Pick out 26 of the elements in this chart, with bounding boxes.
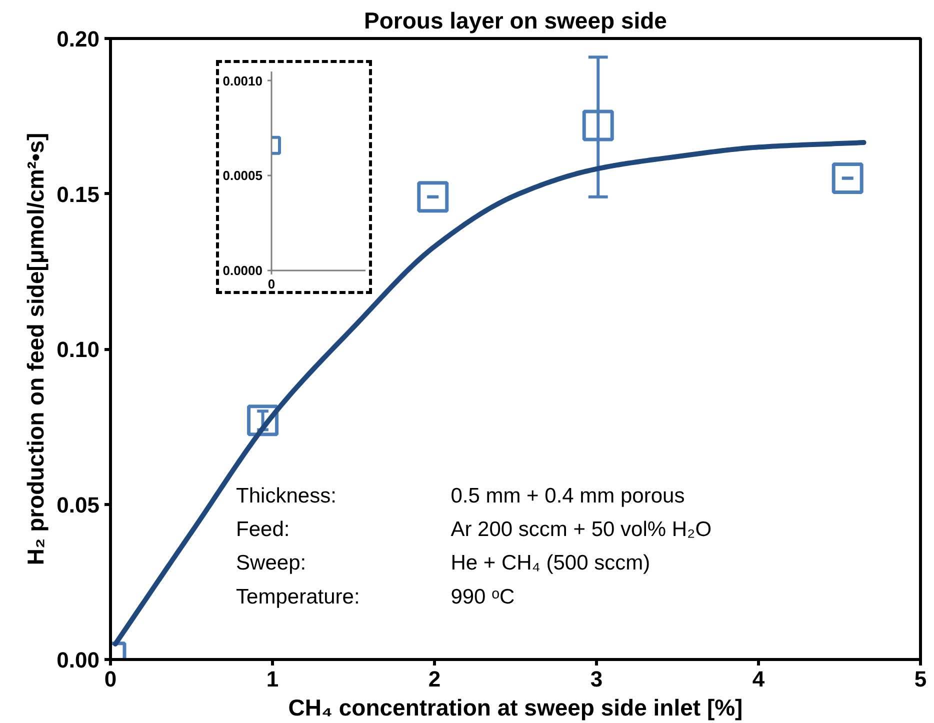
x-tick-label: 1 <box>266 666 279 692</box>
x-tick-label: 5 <box>914 666 927 692</box>
x-tick-label: 0 <box>104 666 117 692</box>
annotation: He + CH₄ (500 sccm) <box>450 552 650 575</box>
y-tick-label: 0.05 <box>56 492 100 518</box>
annotation: 0.5 mm + 0.4 mm porous <box>450 484 685 508</box>
annotation: Thickness: <box>236 484 336 508</box>
x-tick-label: 3 <box>590 666 603 692</box>
annotation: 990 ᵒC <box>450 585 515 608</box>
y-tick-label: 0.10 <box>56 337 100 362</box>
y-tick-label: 0.00 <box>56 648 100 672</box>
y-tick-label: 0.0000 <box>222 263 263 278</box>
x-tick-label: 2 <box>428 666 441 692</box>
annotation: Temperature: <box>236 585 360 608</box>
x-axis-title: CH₄ concentration at sweep side inlet [%] <box>288 694 743 720</box>
annotation: Feed: <box>236 518 290 542</box>
x-tick-label: 0 <box>268 276 276 292</box>
y-tick-label: 0.20 <box>56 26 100 52</box>
chart-title: Porous layer on sweep side <box>364 8 667 34</box>
annotation: Ar 200 sccm + 50 vol% H₂O <box>450 518 712 542</box>
y-tick-label: 0.15 <box>56 182 100 207</box>
y-axis-title: H₂ production on feed side[μmol/cm²•s] <box>22 132 49 566</box>
y-tick-label: 0.0005 <box>222 168 263 184</box>
y-tick-label: 0.0010 <box>222 73 263 88</box>
x-tick-label: 4 <box>752 666 766 692</box>
annotation: Sweep: <box>236 552 306 575</box>
